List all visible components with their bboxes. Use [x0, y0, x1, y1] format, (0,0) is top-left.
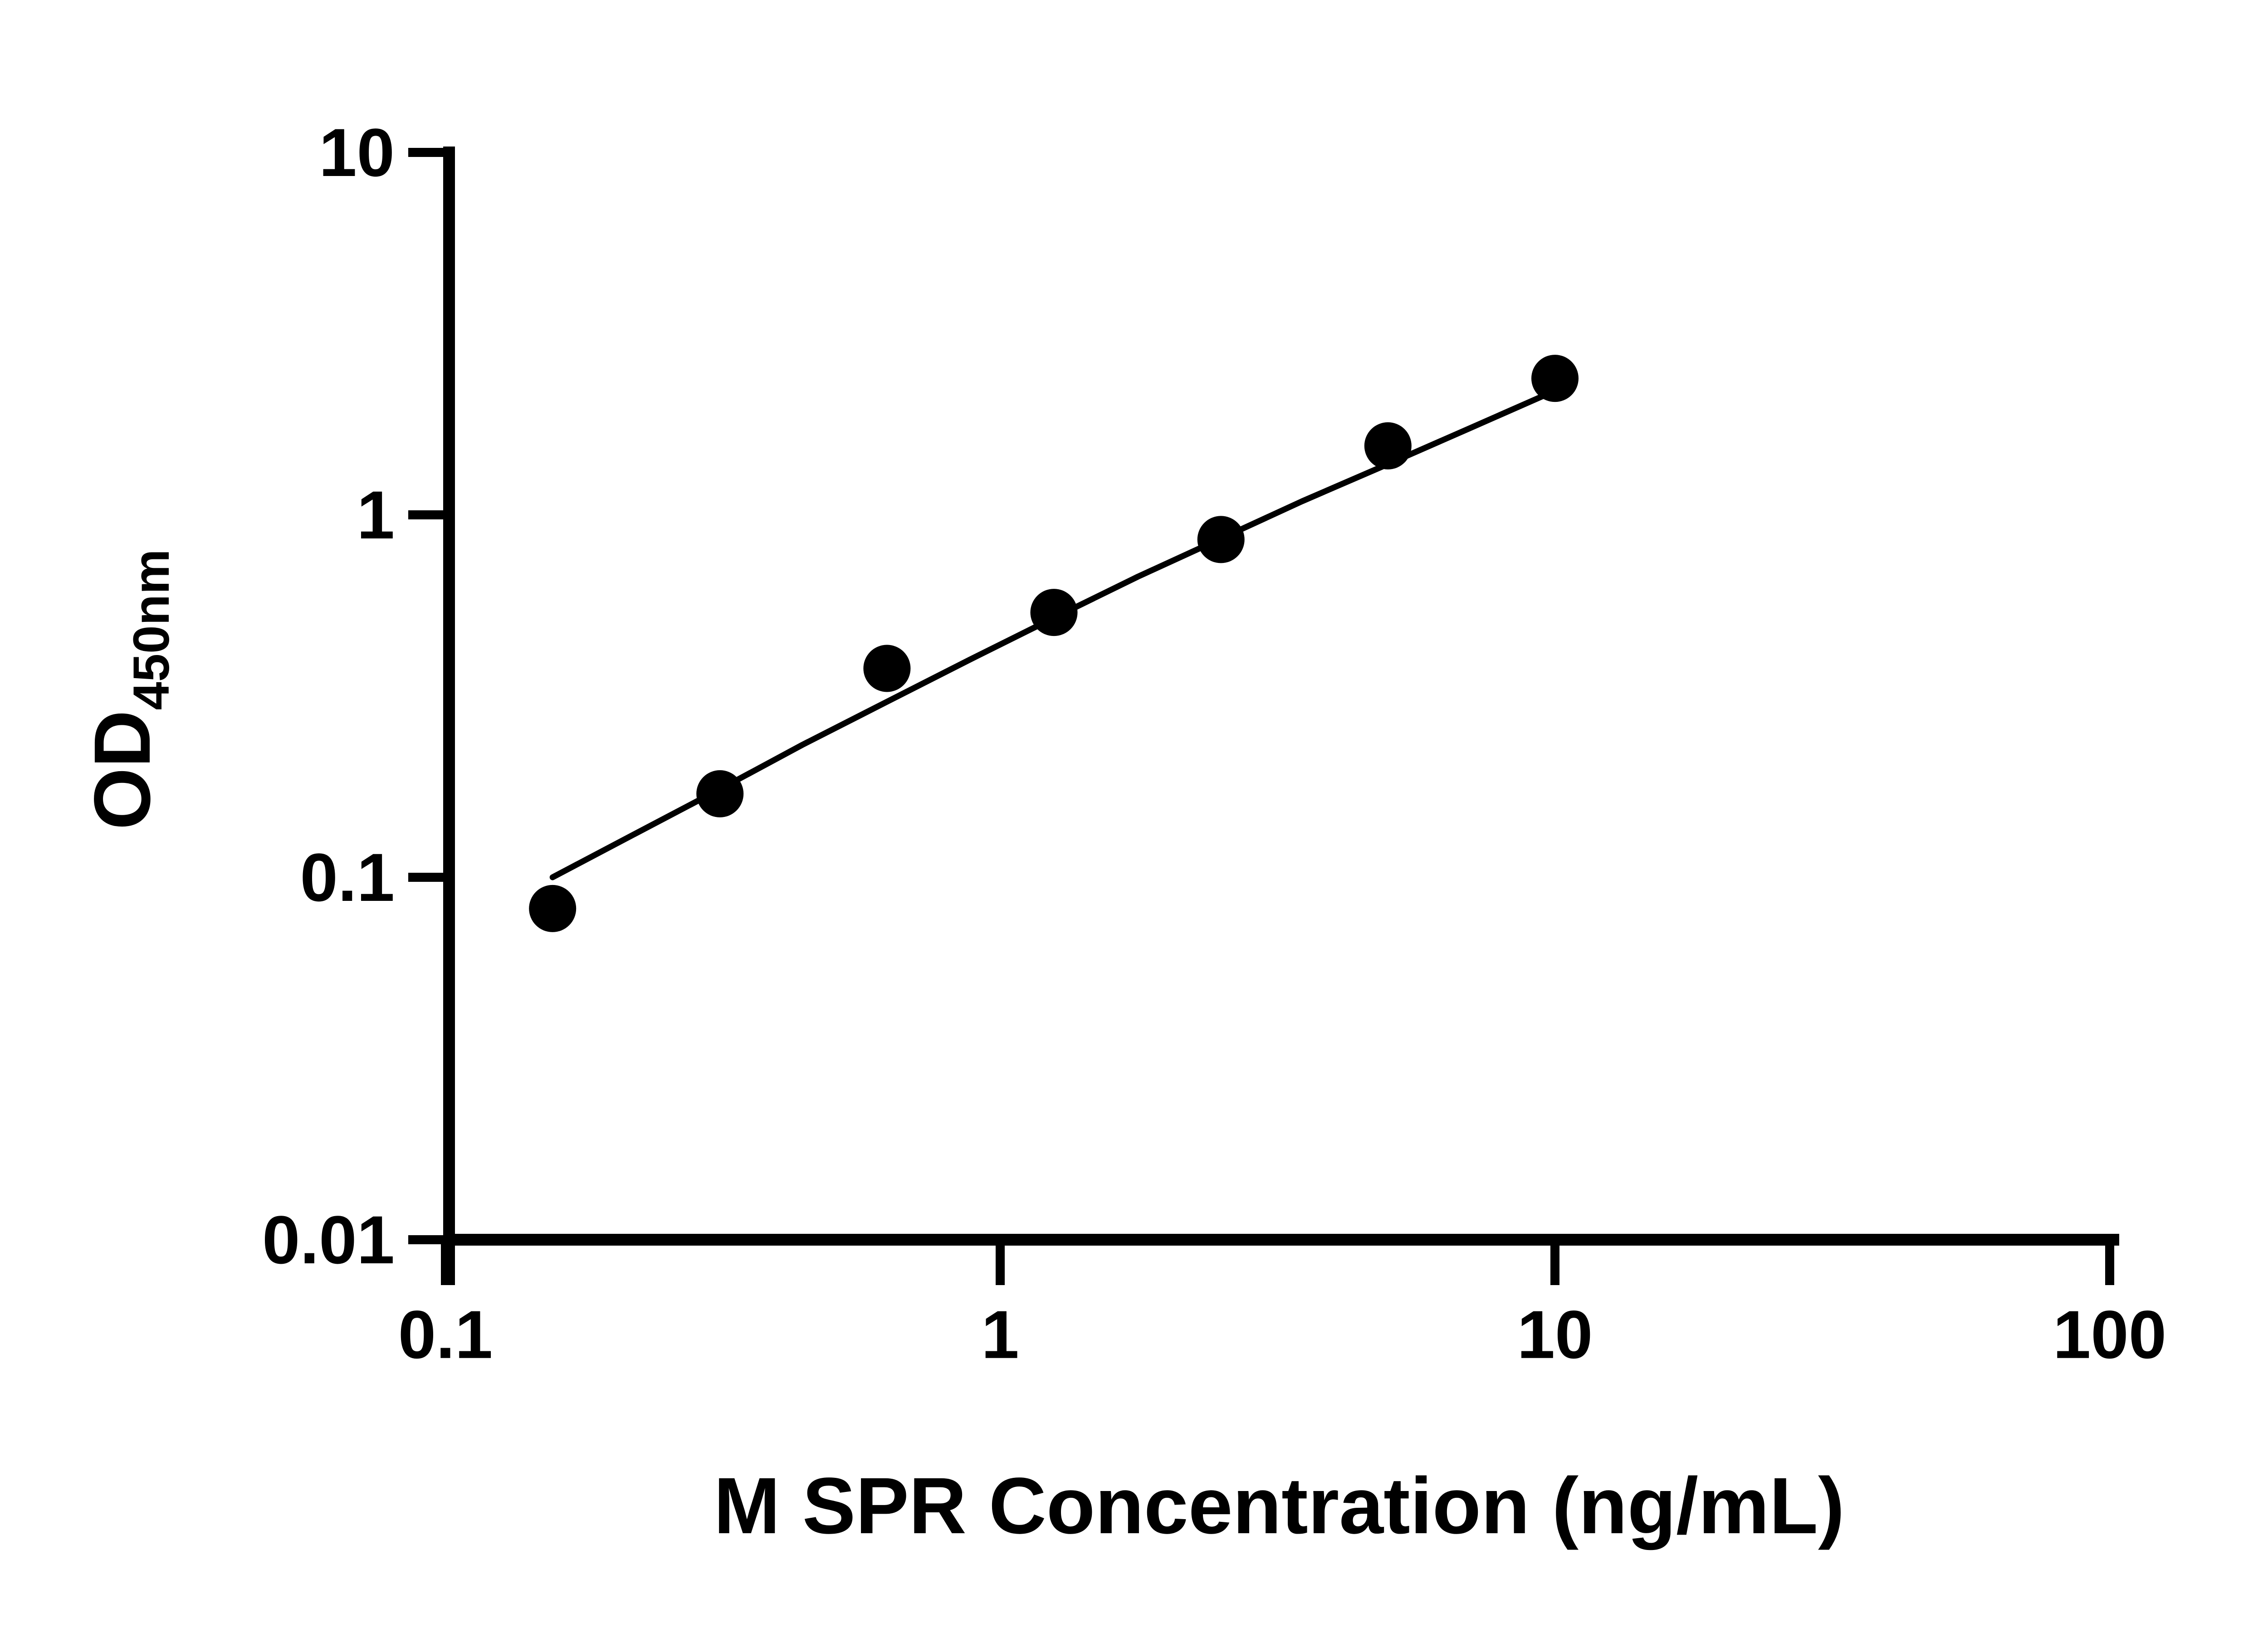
y-axis-title-subscript: 450nm — [123, 549, 180, 710]
x-axis-ticks — [441, 1240, 2114, 1285]
data-point — [1030, 589, 1078, 636]
y-tick-label-1: 1 — [357, 477, 395, 553]
x-tick-label-0-1: 0.1 — [398, 1296, 493, 1373]
data-points-group — [529, 355, 1579, 932]
x-tick-label-1: 1 — [981, 1296, 1019, 1373]
y-tick-label-0-01: 0.01 — [262, 1202, 395, 1278]
data-point — [1531, 355, 1579, 402]
data-point — [1197, 516, 1245, 563]
data-point — [1364, 422, 1412, 469]
y-axis-ticks — [408, 148, 449, 1244]
x-tick-label-100: 100 — [2053, 1296, 2166, 1373]
x-tick-label-10: 10 — [1517, 1296, 1593, 1373]
y-axis-title-group: OD450nm — [78, 549, 180, 830]
y-tick-label-10: 10 — [319, 114, 395, 191]
x-tick-labels: 0.1 1 10 100 — [398, 1296, 2166, 1373]
y-tick-labels: 10 1 0.1 0.01 — [262, 114, 395, 1278]
y-axis-title-main: OD — [78, 710, 167, 830]
y-tick-label-0-1: 0.1 — [300, 839, 395, 915]
data-point — [529, 885, 577, 932]
x-axis-title: M SPR Concentration (ng/mL) — [714, 1462, 1844, 1550]
data-point — [696, 770, 744, 817]
y-axis-title: OD450nm — [78, 549, 180, 830]
data-point — [863, 645, 911, 692]
axes-group — [443, 147, 2119, 1285]
